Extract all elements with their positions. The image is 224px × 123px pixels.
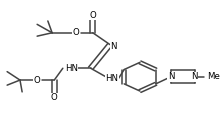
Text: N: N (168, 72, 174, 81)
Text: HN: HN (65, 64, 78, 73)
Text: O: O (89, 11, 96, 20)
Text: Me: Me (207, 72, 220, 81)
Text: N: N (110, 42, 116, 51)
Text: O: O (51, 93, 58, 102)
Text: O: O (72, 28, 79, 37)
Text: N: N (191, 72, 198, 81)
Text: HN: HN (106, 74, 119, 83)
Text: O: O (34, 76, 41, 85)
